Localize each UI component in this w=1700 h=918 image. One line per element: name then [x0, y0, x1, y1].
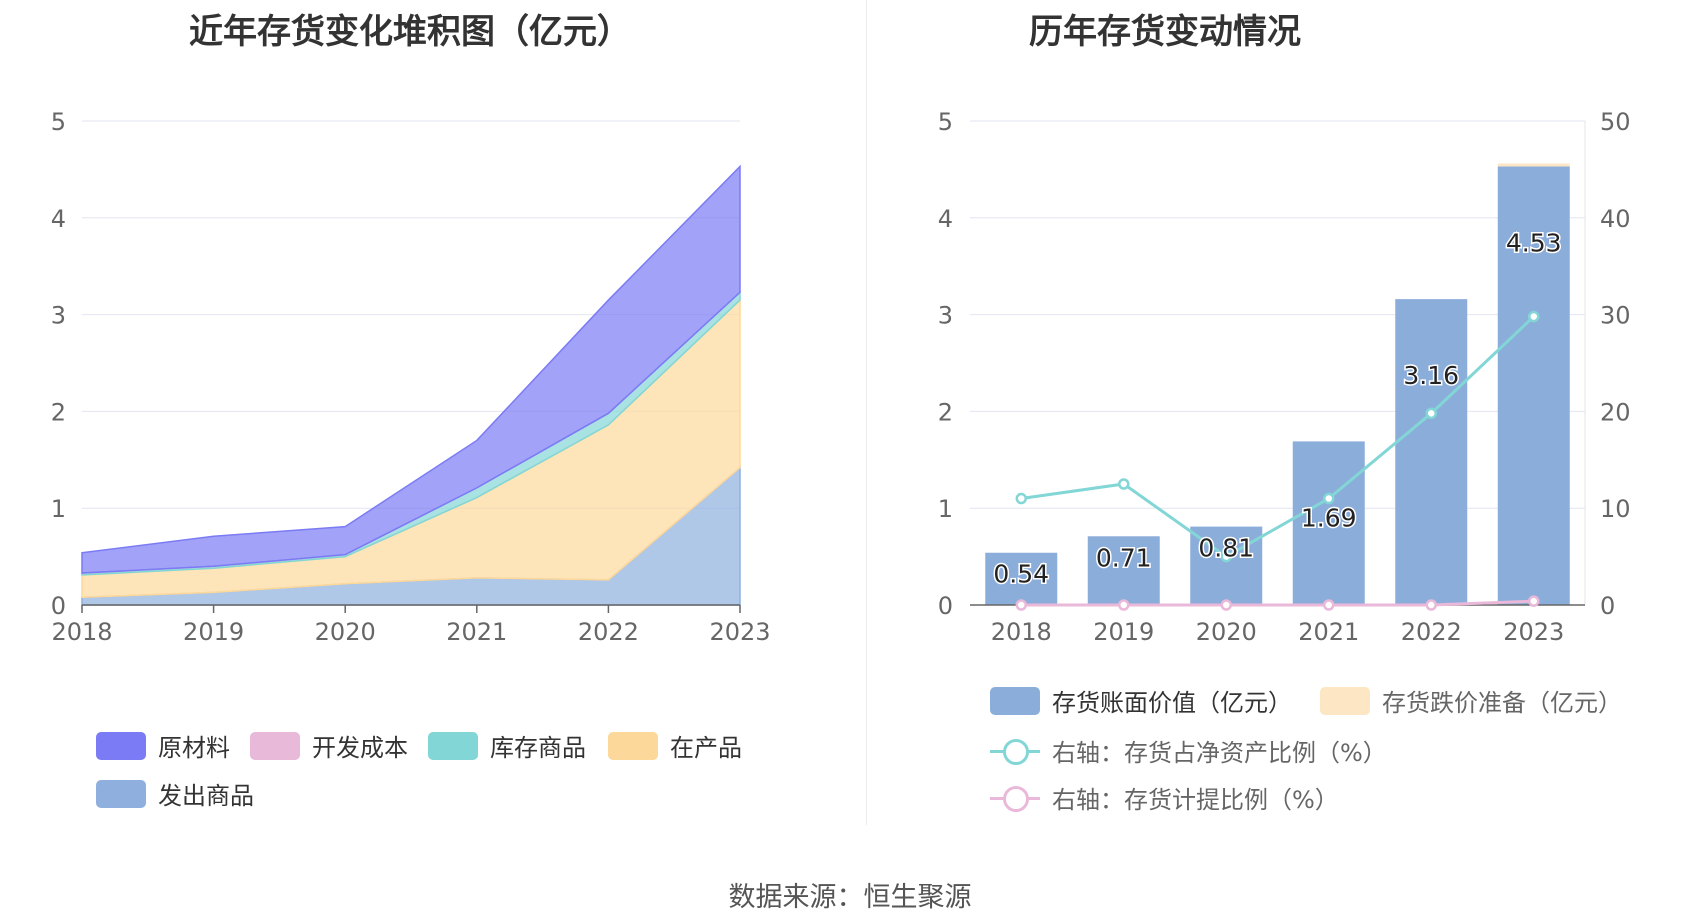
legend-item[interactable]: 在产品	[608, 728, 742, 763]
bar-book-value	[985, 552, 1058, 605]
line-point	[1425, 599, 1437, 611]
legend-item[interactable]: 开发成本	[250, 728, 408, 763]
legend-label: 开发成本	[312, 734, 408, 762]
legend-label: 右轴：存货计提比例（%）	[1052, 786, 1339, 814]
bar-data-label: 0.54	[993, 560, 1049, 589]
left-chart-title: 近年存货变化堆积图（亿元）	[189, 12, 631, 52]
x-tick-label: 2018	[51, 618, 112, 646]
bar-data-label: 0.81	[1198, 534, 1254, 563]
panel-divider	[866, 0, 867, 825]
bar-data-label: 1.69	[1301, 503, 1357, 532]
legend-label: 原材料	[158, 734, 230, 762]
area-series-原材料	[81, 164, 741, 574]
x-tick-label: 2020	[315, 618, 376, 646]
line-point	[1015, 599, 1027, 611]
line-point	[1118, 478, 1130, 490]
x-tick-label: 2022	[578, 618, 639, 646]
line-point	[1220, 550, 1232, 563]
legend-swatch	[428, 731, 478, 760]
y-right-tick-label: 10	[1600, 495, 1631, 523]
bar-data-label: 0.71	[1096, 543, 1152, 572]
legend-item[interactable]: 右轴：存货占净资产比例（%）	[990, 733, 1387, 768]
legend-label: 右轴：存货占净资产比例（%）	[1052, 739, 1387, 767]
y-tick-label: 0	[51, 592, 66, 620]
legend-swatch	[250, 731, 300, 760]
line-point	[1528, 595, 1540, 607]
line-point	[1425, 407, 1437, 420]
bar-data-label: 3.16	[1403, 361, 1459, 390]
legend-item[interactable]: 发出商品	[96, 776, 254, 811]
legend-item[interactable]: 存货账面价值（亿元）	[990, 683, 1292, 718]
legend-swatch	[990, 737, 1040, 765]
line-point	[1015, 492, 1027, 505]
data-source-footer: 数据来源：恒生聚源	[728, 882, 972, 913]
line-series-2	[1021, 315, 1535, 559]
bar-provision	[1497, 163, 1570, 167]
y-tick-label: 3	[51, 302, 66, 330]
legend-label: 库存商品	[490, 734, 586, 762]
x-tick-label: 2019	[1093, 618, 1154, 646]
y-left-tick-label: 0	[938, 592, 953, 620]
line-point	[1323, 492, 1335, 505]
bar-book-value	[1087, 536, 1160, 605]
y-right-tick-label: 30	[1600, 302, 1631, 330]
y-left-tick-label: 5	[938, 108, 953, 136]
x-tick-label: 2023	[1503, 618, 1564, 646]
legend-item[interactable]: 库存商品	[428, 728, 586, 763]
legend-marker	[1003, 738, 1029, 765]
legend-swatch	[990, 686, 1040, 715]
x-tick-label: 2023	[709, 618, 770, 646]
legend-label: 发出商品	[158, 782, 254, 810]
y-right-tick-label: 0	[1600, 592, 1615, 620]
legend-item[interactable]: 存货跌价准备（亿元）	[1320, 683, 1622, 718]
x-tick-label: 2018	[991, 618, 1052, 646]
legend-swatch	[608, 731, 658, 760]
y-left-tick-label: 1	[938, 495, 953, 523]
legend-marker	[1003, 785, 1029, 812]
line-point	[1220, 599, 1232, 611]
bar-book-value	[1395, 299, 1468, 605]
legend-label: 在产品	[670, 734, 742, 762]
y-tick-label: 4	[51, 205, 66, 233]
x-tick-label: 2022	[1401, 618, 1462, 646]
y-right-tick-label: 50	[1600, 108, 1631, 136]
right-chart-title: 历年存货变动情况	[1029, 12, 1301, 52]
line-series-3	[1021, 599, 1534, 607]
y-left-tick-label: 2	[938, 398, 953, 426]
bar-book-value	[1292, 441, 1365, 605]
x-tick-label: 2020	[1196, 618, 1257, 646]
y-tick-label: 5	[51, 108, 66, 136]
line-point	[1118, 599, 1130, 611]
y-tick-label: 1	[51, 495, 66, 523]
legend-swatch	[96, 779, 146, 808]
x-tick-label: 2021	[1298, 618, 1359, 646]
legend-swatch	[990, 784, 1040, 812]
y-right-tick-label: 40	[1600, 205, 1631, 233]
y-left-tick-label: 3	[938, 302, 953, 330]
y-tick-label: 2	[51, 398, 66, 426]
legend-label: 存货跌价准备（亿元）	[1382, 689, 1622, 717]
bar-book-value	[1497, 166, 1570, 605]
y-right-tick-label: 20	[1600, 398, 1631, 426]
legend-label: 存货账面价值（亿元）	[1052, 689, 1292, 717]
left-area-chart: 0 1 2 3 4 5 2018 2019 2020 2021 2022 2023	[51, 108, 771, 646]
legend-item[interactable]: 右轴：存货计提比例（%）	[990, 780, 1339, 815]
line-point	[1323, 599, 1335, 611]
x-tick-label: 2021	[446, 618, 507, 646]
legend-swatch	[96, 731, 146, 760]
legend-swatch	[1320, 686, 1370, 715]
x-tick-label: 2019	[183, 618, 244, 646]
bar-data-label: 4.53	[1506, 228, 1562, 257]
line-point	[1528, 310, 1540, 323]
y-left-tick-label: 4	[938, 205, 953, 233]
legend-item[interactable]: 原材料	[96, 728, 230, 763]
